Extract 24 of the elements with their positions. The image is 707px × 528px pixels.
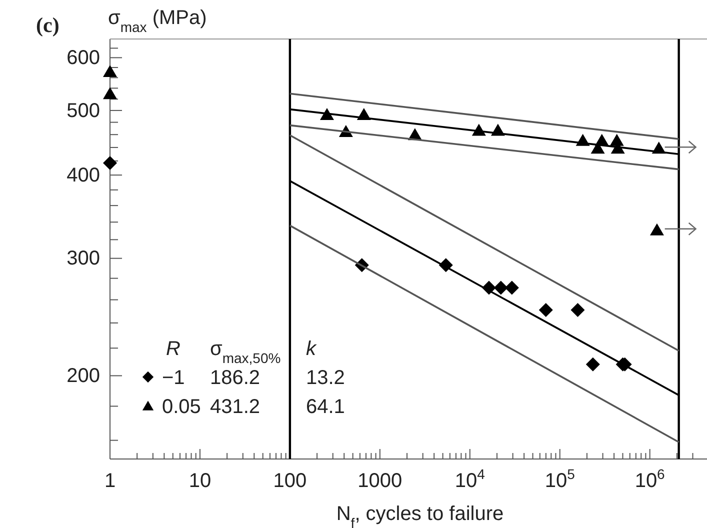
annotation: k	[306, 338, 317, 360]
x-tick-label: 1	[104, 470, 116, 492]
x-tick-label: 10$^{6}$	[634, 466, 666, 492]
x-tick-label: 10$^{5}$	[544, 466, 576, 492]
y-tick-label: 400	[66, 164, 100, 186]
y-axis-title: σ$_{max}$ (MPa)	[108, 7, 207, 35]
y-tick-label: 500	[66, 100, 100, 122]
x-tick-label: 10$^{4}$	[454, 466, 486, 492]
y-tick-label: 300	[66, 248, 100, 270]
legend-label: −1	[162, 367, 185, 389]
x-tick-label: 1000	[358, 470, 402, 492]
annotation: 431.2	[210, 396, 260, 418]
annotation: 64.1	[306, 396, 345, 418]
y-tick-label: 200	[66, 365, 100, 388]
y-tick-label: 600	[66, 47, 100, 70]
x-axis-title: N$_{f}$, cycles to failure	[336, 503, 504, 528]
annotation: 13.2	[306, 367, 345, 389]
annotation: 186.2	[210, 367, 260, 389]
annotation: σ$_{max,50%}$	[210, 338, 281, 366]
legend-title: R	[166, 338, 180, 360]
chart-title: (c)	[36, 13, 60, 37]
legend-label: 0.05	[162, 396, 201, 418]
x-tick-label: 100	[273, 470, 307, 492]
x-tick-label: 10	[188, 470, 212, 492]
